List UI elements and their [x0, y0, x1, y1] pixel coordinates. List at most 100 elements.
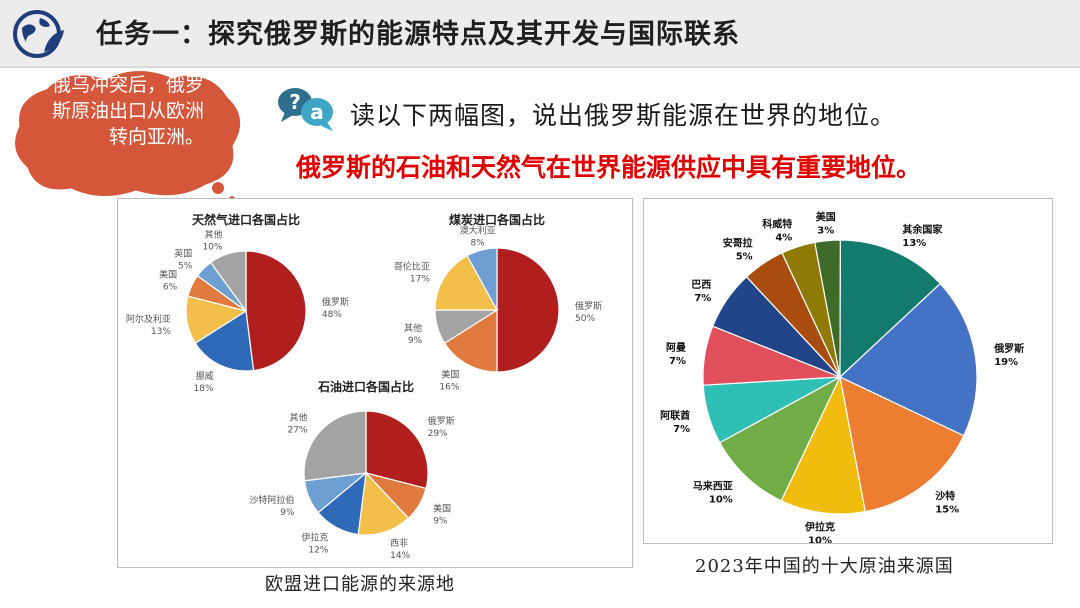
- slice-value-label: 15%: [935, 505, 959, 516]
- pie-label-1-3: 哥伦比亚 17%: [394, 260, 430, 284]
- bubble-text: 俄乌冲突后，俄罗斯原油出口从欧洲转向亚洲。: [51, 74, 204, 148]
- slice-name-label: 哥伦比亚: [394, 260, 430, 272]
- slice-value-label: 7%: [673, 424, 690, 435]
- slice-name-label: 俄罗斯: [575, 300, 602, 312]
- slice-name-label: 英国: [174, 247, 192, 259]
- pie-slice-3-3: [718, 375, 842, 502]
- eu-import-charts: 俄罗斯 48% 挪威 18% 阿尔及利亚 13% 美国 6% 英国 5% 其他 10% 天然气进口各国占…: [126, 212, 602, 561]
- slice-name-label: 阿曼: [666, 342, 686, 354]
- pie-label-3-4: 阿联酋 7%: [660, 409, 690, 435]
- header-bar: [0, 0, 1080, 66]
- slice-name-label: 沙特阿拉伯: [249, 494, 294, 506]
- slice-value-label: 5%: [736, 252, 753, 263]
- slice-name-label: 美国: [441, 368, 459, 380]
- slice-name-label: 其余国家: [902, 223, 943, 236]
- pie-slice-2-2: [357, 471, 410, 536]
- pie-slice-0-5: [209, 250, 247, 313]
- pie-slice-2-0: [365, 410, 429, 490]
- slice-name-label: 其他: [289, 411, 307, 423]
- pie-label-3-10: 其余国家 13%: [902, 223, 943, 249]
- question-text: 读以下两幅图，说出俄罗斯能源在世界的地位。: [350, 101, 897, 130]
- chart-title: 天然气进口各国占比: [192, 212, 300, 227]
- slice-name-label: 马来西亚: [693, 479, 733, 492]
- pie-slice-1-4: [466, 247, 498, 311]
- china-chart-caption: 2023年中国的十大原油来源国: [695, 556, 954, 577]
- pie-slice-0-0: [245, 250, 307, 372]
- slice-name-label: 美国: [816, 211, 836, 224]
- pie-label-0-5: 其他 10%: [202, 229, 222, 253]
- slice-name-label: 巴西: [691, 279, 711, 291]
- slice-value-label: 29%: [428, 429, 448, 439]
- slice-name-label: 美国: [433, 503, 451, 515]
- slice-value-label: 5%: [178, 261, 193, 271]
- pie-label-0-1: 挪威 18%: [194, 370, 214, 394]
- slice-value-label: 9%: [433, 517, 448, 527]
- slice-value-label: 48%: [322, 310, 342, 320]
- eu-import-panel: 俄罗斯 48% 挪威 18% 阿尔及利亚 13% 美国 6% 英国 5% 其他 10% 天然气进口各国占…: [117, 198, 633, 568]
- slice-name-label: 其他: [204, 229, 222, 241]
- slice-value-label: 16%: [439, 382, 459, 392]
- pie-slice-3-0: [838, 282, 978, 437]
- slice-value-label: 14%: [390, 551, 410, 561]
- globe-leaf-icon: [13, 10, 64, 58]
- slice-value-label: 10%: [709, 494, 733, 505]
- pie-label-3-5: 阿曼 7%: [666, 342, 686, 367]
- slice-value-label: 6%: [163, 283, 178, 293]
- slice-value-label: 13%: [902, 238, 926, 249]
- slice-name-label: 俄罗斯: [993, 342, 1024, 355]
- slice-name-label: 其他: [404, 322, 422, 334]
- pie-label-3-7: 安哥拉 5%: [723, 237, 753, 263]
- slice-value-label: 9%: [408, 336, 423, 346]
- slice-value-label: 13%: [151, 327, 171, 337]
- slice-value-label: 12%: [308, 545, 328, 555]
- svg-text:a: a: [310, 100, 324, 124]
- china-crude-chart: 俄罗斯 19% 沙特 15% 伊拉克 10% 马来西亚 10% 阿联酋 7% 阿曼 7% 巴西 7% 安哥拉…: [660, 211, 1024, 547]
- pie-label-1-2: 其他 9%: [404, 322, 422, 346]
- pie-slice-3-1: [839, 375, 965, 513]
- pie-slice-2-5: [303, 410, 367, 482]
- slice-value-label: 17%: [410, 274, 430, 284]
- slice-name-label: 俄罗斯: [322, 296, 349, 308]
- pie-slice-1-1: [443, 308, 498, 373]
- slice-value-label: 27%: [287, 425, 307, 435]
- slice-value-label: 18%: [194, 384, 214, 394]
- slice-name-label: 科威特: [762, 218, 792, 231]
- slice-value-label: 9%: [280, 508, 295, 518]
- slice-name-label: 伊拉克: [301, 531, 328, 543]
- slice-value-label: 8%: [470, 239, 485, 249]
- pie-label-0-4: 英国 5%: [174, 247, 192, 271]
- pie-label-2-4: 沙特阿拉伯 9%: [249, 494, 294, 518]
- page-title: 任务一：探究俄罗斯的能源特点及其开发与国际联系: [96, 19, 740, 50]
- pie-slice-0-1: [194, 309, 255, 372]
- slice-name-label: 阿尔及利亚: [126, 313, 171, 325]
- pie-label-1-0: 俄罗斯 50%: [575, 300, 602, 324]
- pie-label-2-5: 其他 27%: [287, 411, 307, 435]
- pie-label-3-1: 沙特 15%: [935, 490, 959, 516]
- pie-label-0-2: 阿尔及利亚 13%: [126, 313, 171, 337]
- pie-label-0-3: 美国 6%: [159, 269, 177, 293]
- question-answer-icon: ? a: [278, 88, 333, 131]
- pie-slice-1-3: [434, 254, 499, 311]
- slice-value-label: 19%: [994, 357, 1018, 368]
- slice-value-label: 10%: [202, 243, 222, 253]
- pie-label-3-6: 巴西 7%: [691, 279, 711, 304]
- pie-label-1-1: 美国 16%: [439, 368, 459, 392]
- pie-label-3-2: 伊拉克 10%: [804, 521, 835, 547]
- pie-label-3-8: 科威特 4%: [762, 218, 792, 244]
- slice-value-label: 4%: [775, 233, 792, 244]
- chart-title: 石油进口各国占比: [317, 379, 414, 394]
- slice-name-label: 挪威: [196, 370, 214, 382]
- slice-name-label: 沙特: [935, 490, 955, 503]
- pie-slice-1-0: [496, 247, 560, 373]
- china-crude-panel: 俄罗斯 19% 沙特 15% 伊拉克 10% 马来西亚 10% 阿联酋 7% 阿曼 7% 巴西 7% 安哥拉…: [643, 198, 1053, 547]
- slice-value-label: 10%: [808, 536, 832, 543]
- pie-label-2-1: 美国 9%: [433, 503, 451, 527]
- svg-text:?: ?: [289, 90, 301, 114]
- pie-label-2-3: 伊拉克 12%: [301, 531, 328, 555]
- pie-label-3-0: 俄罗斯 19%: [993, 342, 1024, 368]
- pie-label-0-0: 俄罗斯 48%: [322, 296, 349, 320]
- pie-label-1-4: 澳大利亚 8%: [460, 225, 496, 249]
- slice-name-label: 俄罗斯: [428, 415, 455, 427]
- slice-value-label: 7%: [694, 293, 711, 304]
- pie-label-3-3: 马来西亚 10%: [693, 479, 733, 505]
